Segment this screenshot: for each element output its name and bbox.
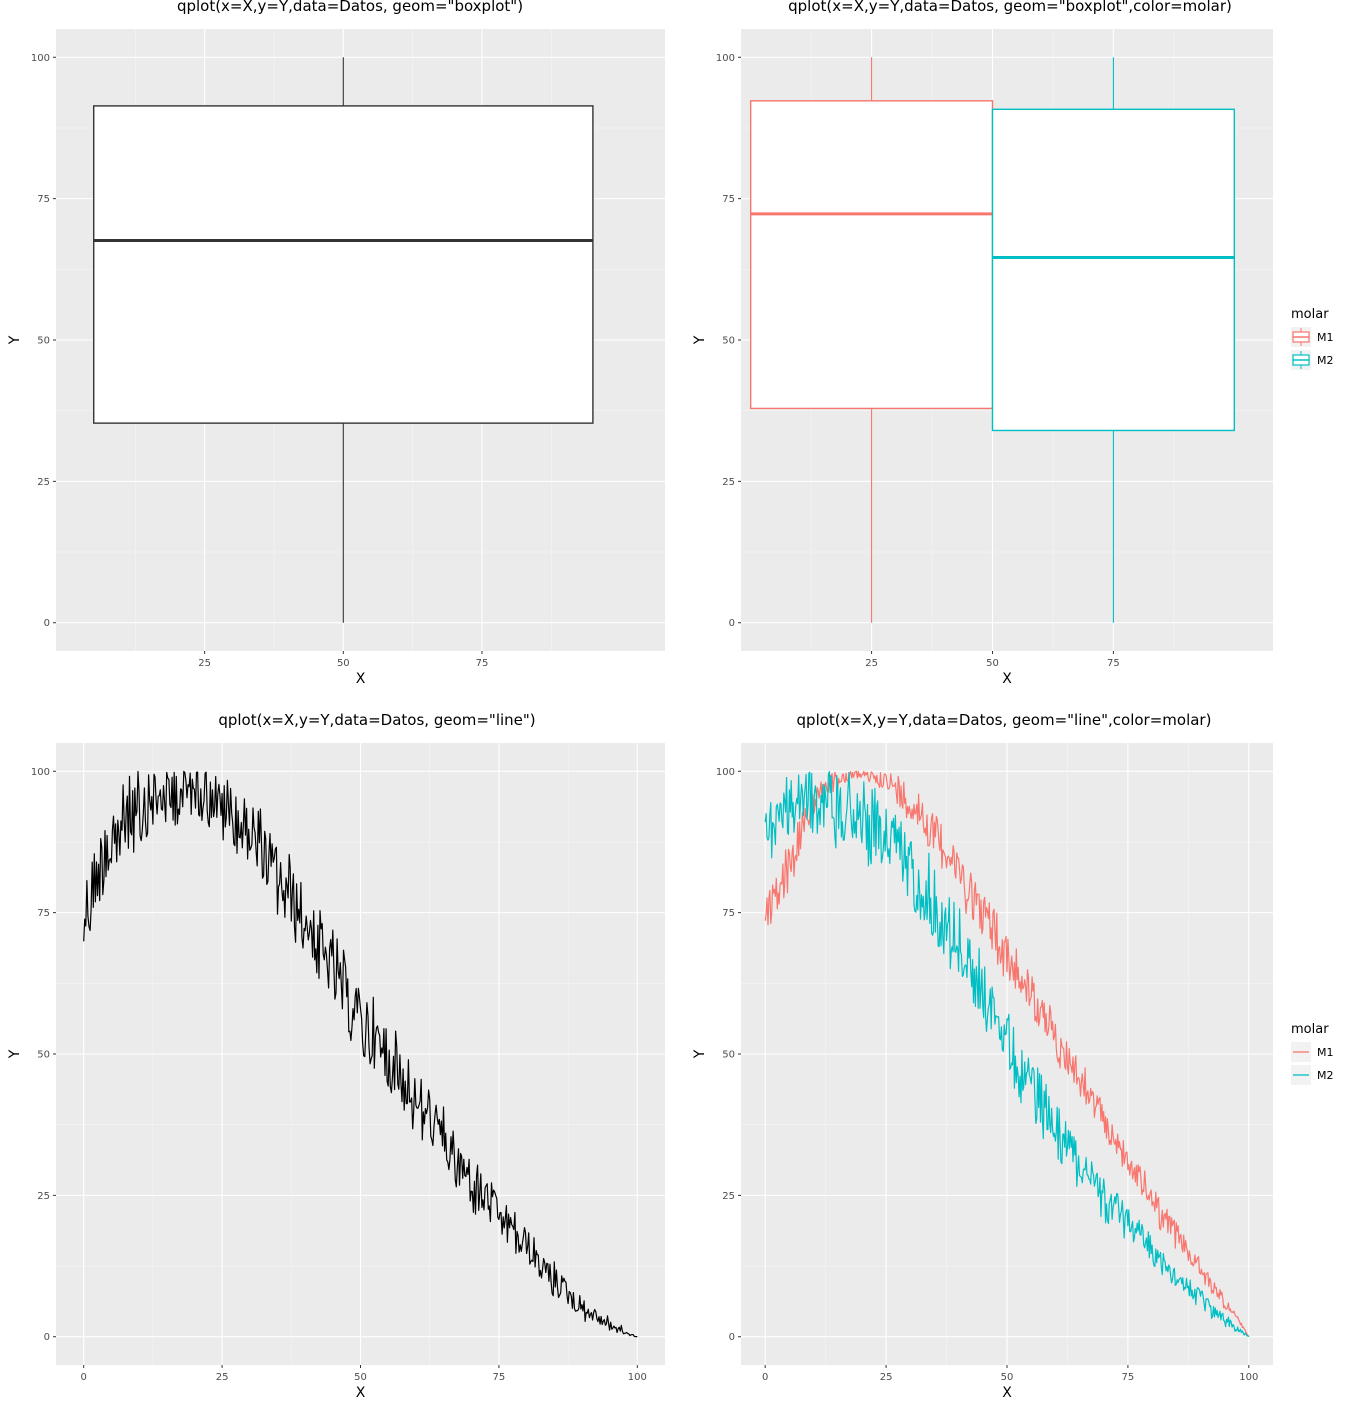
y-axis-title: Y xyxy=(7,1049,23,1059)
legend-title: molar xyxy=(1291,1022,1329,1037)
plot-title: qplot(x=X,y=Y,data=Datos, geom="boxplot"… xyxy=(177,0,523,15)
x-tick-label: 0 xyxy=(80,1372,86,1383)
legend-label-M1: M1 xyxy=(1317,1046,1334,1059)
x-tick-label: 100 xyxy=(1239,1372,1258,1383)
box-0 xyxy=(93,57,594,623)
x-tick-label: 0 xyxy=(762,1372,768,1383)
y-tick-label: 50 xyxy=(722,336,735,347)
y-tick-label: 50 xyxy=(722,1050,735,1061)
x-tick-label: 75 xyxy=(476,658,489,669)
y-tick-label: 0 xyxy=(44,618,50,629)
x-tick-label: 50 xyxy=(354,1372,367,1383)
y-tick-label: 25 xyxy=(722,1191,735,1202)
x-tick-label: 100 xyxy=(628,1372,647,1383)
legend-title: molar xyxy=(1291,307,1329,322)
legend: molar M1 M2 xyxy=(1291,307,1334,370)
box-M2 xyxy=(991,57,1236,623)
y-tick-label: 75 xyxy=(37,194,50,205)
y-tick-label: 25 xyxy=(37,1191,50,1202)
x-tick-label: 75 xyxy=(1122,1372,1135,1383)
x-axis-title: X xyxy=(1002,1385,1012,1401)
x-tick-label: 75 xyxy=(493,1372,506,1383)
plot-title: qplot(x=X,y=Y,data=Datos, geom="boxplot"… xyxy=(788,0,1232,15)
series-line-M1 xyxy=(764,770,1250,1338)
y-tick-label: 0 xyxy=(729,1332,735,1343)
box-body xyxy=(93,105,594,424)
y-tick-label: 75 xyxy=(722,908,735,919)
legend: molar M1 M2 xyxy=(1291,1022,1334,1085)
boxplot-panel: 25 50 75 0 25 50 75 100 qplot(x=X,y=Y,data=Datos… xyxy=(7,0,665,687)
box-body xyxy=(991,108,1236,432)
y-tick-label: 25 xyxy=(37,477,50,488)
x-tick-label: 50 xyxy=(986,658,999,669)
boxplot-molar-panel: 25 50 75 0 25 50 75 100 qplot(x=X,y=Y,data=Datos… xyxy=(692,0,1334,687)
x-axis-title: X xyxy=(356,1385,366,1401)
y-axis-title: Y xyxy=(692,335,708,345)
x-tick-label: 75 xyxy=(1107,658,1120,669)
y-tick-label: 100 xyxy=(31,53,50,64)
x-tick-label: 25 xyxy=(880,1372,893,1383)
x-axis-title: X xyxy=(356,671,366,687)
x-axis-title: X xyxy=(1002,671,1012,687)
y-tick-label: 100 xyxy=(31,767,50,778)
line-panel: 0 25 50 75 100 0 25 50 75 100 qplot(x=X,y=Y,data=D… xyxy=(7,711,665,1401)
legend-label-M2: M2 xyxy=(1317,1069,1334,1082)
x-tick-label: 50 xyxy=(337,658,350,669)
y-axis-title: Y xyxy=(7,335,23,345)
y-tick-label: 50 xyxy=(37,1050,50,1061)
plot-title: qplot(x=X,y=Y,data=Datos, geom="line") xyxy=(218,711,535,729)
series-line-0 xyxy=(83,770,638,1338)
x-tick-label: 25 xyxy=(216,1372,229,1383)
y-tick-label: 50 xyxy=(37,336,50,347)
box-M1 xyxy=(749,57,994,623)
y-tick-label: 75 xyxy=(722,194,735,205)
y-tick-label: 75 xyxy=(37,908,50,919)
y-tick-label: 100 xyxy=(716,767,735,778)
y-tick-label: 0 xyxy=(729,618,735,629)
x-tick-label: 50 xyxy=(1001,1372,1014,1383)
line-molar-panel: 0 25 50 75 100 0 25 50 75 100 qplot(x=X,y=Y,data=D… xyxy=(692,711,1334,1401)
x-tick-label: 25 xyxy=(865,658,878,669)
legend-label-M2: M2 xyxy=(1317,354,1334,367)
legend-label-M1: M1 xyxy=(1317,331,1334,344)
y-axis-title: Y xyxy=(692,1049,708,1059)
y-tick-label: 100 xyxy=(716,53,735,64)
y-tick-label: 25 xyxy=(722,477,735,488)
y-tick-label: 0 xyxy=(44,1332,50,1343)
plot-title: qplot(x=X,y=Y,data=Datos, geom="line",co… xyxy=(797,711,1212,729)
x-tick-label: 25 xyxy=(198,658,211,669)
box-body xyxy=(749,100,994,410)
series-line-M2 xyxy=(764,770,1250,1338)
